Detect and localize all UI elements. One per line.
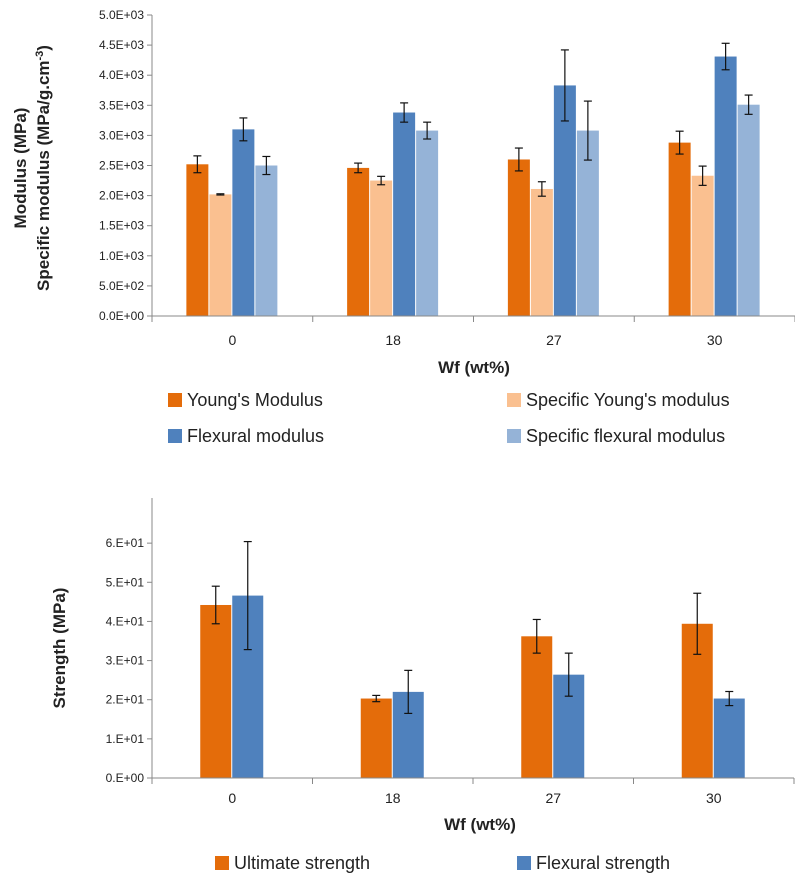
x-tick-label: 0 — [228, 790, 236, 806]
bar — [668, 142, 691, 316]
y-axis-title-line2: Specific modulus (MPa/g.cm-3) — [34, 45, 53, 291]
y-tick-label: 5.0E+03 — [99, 8, 144, 22]
y-axis-title-line1: Modulus (MPa) — [11, 108, 30, 229]
bar — [691, 175, 714, 316]
legend-swatch — [215, 856, 229, 870]
bar — [200, 604, 232, 778]
y-axis-ticks: 0.E+00 1.E+01 2.E+01 3.E+01 4.E+01 5.E+01 6.E+… — [106, 536, 152, 785]
y-tick-label: 5.0E+02 — [99, 279, 144, 293]
legend: Young's Modulus Specific Young's modulus F… — [168, 390, 730, 446]
bar — [393, 112, 416, 316]
legend-label: Specific Young's modulus — [526, 390, 730, 410]
bar — [553, 85, 576, 317]
bar — [530, 188, 553, 316]
y-tick-label: 0.E+00 — [106, 771, 145, 785]
y-tick-label: 5.E+01 — [106, 575, 145, 589]
y-tick-label: 4.5E+03 — [99, 38, 144, 52]
x-tick-label: 30 — [707, 332, 723, 348]
legend-swatch — [168, 429, 182, 443]
error-bars — [193, 42, 753, 197]
y-axis-title: Modulus (MPa) Specific modulus (MPa/g.cm… — [11, 45, 53, 291]
x-axis-ticks: 0 18 27 30 — [151, 316, 795, 348]
bars — [186, 56, 760, 317]
legend-label: Specific flexural modulus — [526, 426, 725, 446]
legend: Ultimate strength Flexural strength — [215, 853, 670, 873]
y-tick-label: 3.5E+03 — [99, 98, 144, 112]
bar — [232, 129, 255, 316]
x-axis-title: Wf (wt%) — [444, 815, 516, 834]
x-tick-label: 18 — [385, 332, 401, 348]
y-tick-label: 4.E+01 — [106, 614, 145, 628]
y-tick-label: 6.E+01 — [106, 536, 145, 550]
legend-swatch — [517, 856, 531, 870]
legend-label: Flexural strength — [536, 853, 670, 873]
bar — [713, 698, 745, 778]
y-axis-title: Strength (MPa) — [50, 588, 69, 709]
x-tick-label: 30 — [706, 790, 722, 806]
y-tick-label: 1.0E+03 — [99, 249, 144, 263]
x-tick-label: 18 — [385, 790, 401, 806]
bar — [737, 104, 760, 316]
y-tick-label: 2.0E+03 — [99, 189, 144, 203]
y-tick-label: 2.E+01 — [106, 693, 145, 707]
legend-label: Flexural modulus — [187, 426, 324, 446]
bar — [416, 130, 439, 316]
bar — [347, 167, 370, 316]
legend-label: Young's Modulus — [187, 390, 323, 410]
bar — [576, 130, 599, 316]
bar — [370, 180, 393, 316]
x-tick-label: 27 — [545, 790, 561, 806]
x-axis-ticks: 0 18 27 30 — [151, 778, 795, 806]
bars — [200, 595, 745, 778]
bar — [714, 56, 737, 317]
y-tick-label: 4.0E+03 — [99, 68, 144, 82]
y-axis-ticks: 0.0E+00 5.0E+02 1.0E+03 1.5E+03 2.0E+03 2.5E+… — [99, 8, 152, 323]
modulus-chart: 0.0E+00 5.0E+02 1.0E+03 1.5E+03 2.0E+03 2.5E+… — [11, 8, 795, 446]
y-tick-label: 2.5E+03 — [99, 159, 144, 173]
x-tick-label: 0 — [228, 332, 236, 348]
y-tick-label: 3.0E+03 — [99, 128, 144, 142]
y-tick-label: 1.5E+03 — [99, 219, 144, 233]
bar — [507, 159, 530, 316]
y-tick-label: 0.0E+00 — [99, 309, 144, 323]
bar — [255, 165, 278, 316]
y-tick-label: 1.E+01 — [106, 732, 145, 746]
x-tick-label: 27 — [546, 332, 562, 348]
bar — [521, 636, 553, 778]
y-tick-label: 3.E+01 — [106, 654, 145, 668]
legend-swatch — [507, 393, 521, 407]
legend-swatch — [507, 429, 521, 443]
bar — [209, 194, 232, 316]
bar — [360, 698, 392, 778]
error-bars — [211, 540, 734, 715]
legend-swatch — [168, 393, 182, 407]
legend-label: Ultimate strength — [234, 853, 370, 873]
strength-chart: 0.E+00 1.E+01 2.E+01 3.E+01 4.E+01 5.E+01 6.E+… — [50, 498, 795, 873]
x-axis-title: Wf (wt%) — [438, 358, 510, 377]
bar — [186, 164, 209, 316]
